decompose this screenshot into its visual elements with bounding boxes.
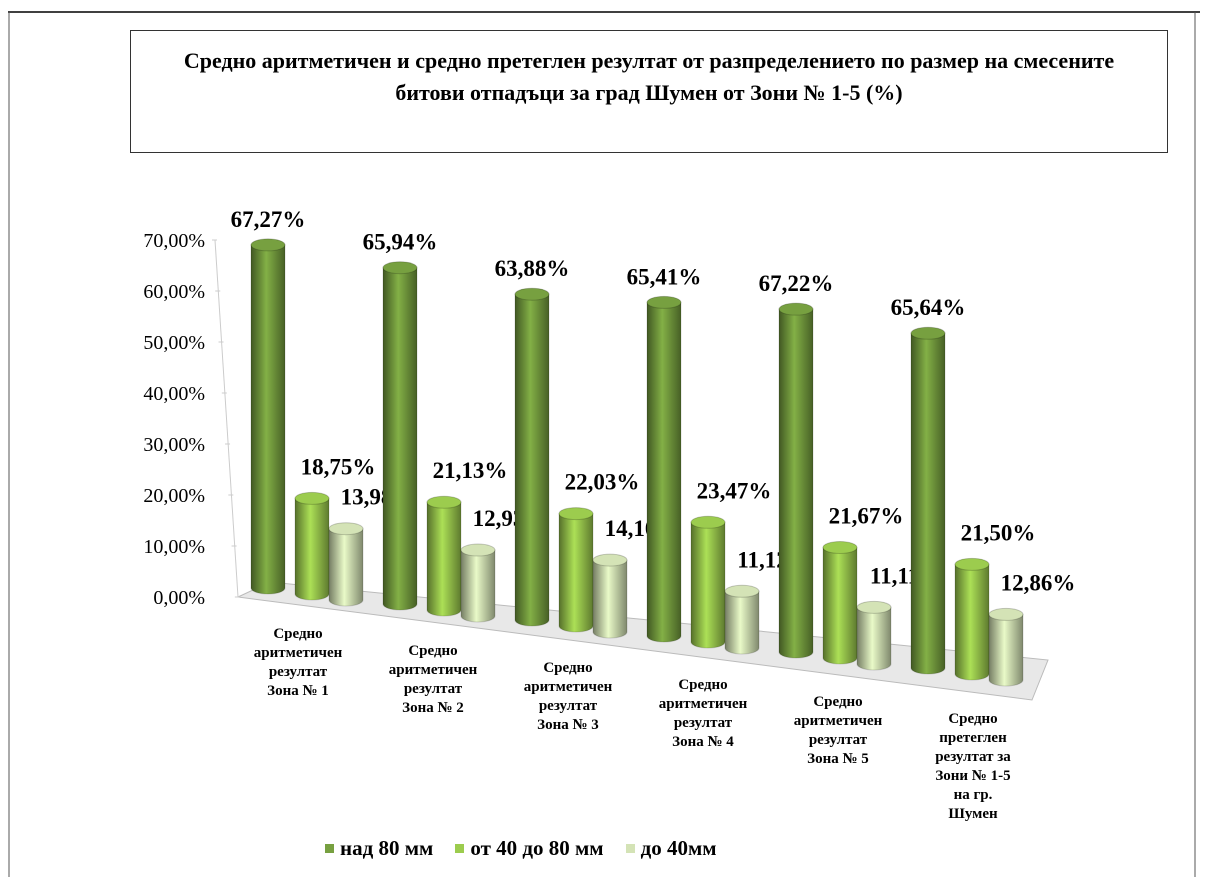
x-tick-label: Средно претеглен резултат за Зони № 1-5 … — [935, 711, 1011, 822]
legend-item: от 40 до 80 мм — [455, 836, 604, 861]
cylinder-top — [954, 557, 990, 571]
value-label: 21,50% — [961, 520, 1036, 545]
cylinder — [382, 267, 418, 611]
value-label: 21,13% — [433, 458, 508, 483]
cylinder — [988, 613, 1024, 687]
y-tick-label: 60,00% — [143, 281, 205, 303]
cylinder — [558, 513, 594, 633]
legend-swatch — [625, 844, 635, 853]
cylinder — [856, 606, 892, 671]
cylinder — [690, 521, 726, 649]
value-label: 22,03% — [565, 470, 640, 495]
cylinder — [514, 293, 550, 627]
legend-swatch — [455, 844, 465, 853]
cylinder-top — [724, 584, 760, 598]
value-label: 12,86% — [1001, 570, 1076, 595]
x-tick-label: Средно аритметичен резултат Зона № 3 — [523, 660, 613, 733]
cylinder-top — [426, 495, 462, 509]
cylinder-top — [690, 515, 726, 529]
cylinder — [460, 549, 496, 623]
legend: над 80 мм от 40 до 80 мм до 40мм — [325, 836, 717, 861]
cylinder-top — [328, 522, 364, 536]
cylinder-top — [856, 600, 892, 614]
value-label: 65,94% — [363, 230, 438, 255]
cylinder — [822, 546, 858, 665]
y-tick-label: 70,00% — [143, 230, 205, 252]
x-tick-label: Средно аритметичен резултат Зона № 4 — [658, 677, 748, 750]
value-label: 67,27% — [231, 207, 306, 232]
cylinder — [954, 563, 990, 681]
value-label: 65,41% — [627, 264, 702, 289]
x-tick-label: Средно аритметичен резултат Зона № 2 — [388, 643, 478, 716]
cylinder-top — [250, 238, 286, 252]
value-label: 18,75% — [301, 454, 376, 479]
back-wall — [214, 239, 239, 598]
chart-title: Средно аритметичен и средно претеглен ре… — [130, 30, 1168, 153]
x-tick-label: Средно аритметичен резултат Зона № 5 — [793, 694, 883, 767]
cylinder-top — [778, 302, 814, 316]
cylinder-top — [910, 326, 946, 340]
cylinder — [778, 308, 814, 659]
value-label: 21,67% — [829, 503, 904, 528]
cylinder-top — [988, 607, 1024, 621]
cylinder — [592, 559, 628, 639]
cylinder-top — [646, 295, 682, 309]
y-tick-label: 20,00% — [143, 485, 205, 507]
cylinder-top — [822, 540, 858, 554]
cylinder — [294, 497, 330, 601]
legend-label: до 40мм — [640, 836, 717, 860]
value-label: 67,22% — [759, 271, 834, 296]
y-tick-label: 50,00% — [143, 332, 205, 354]
y-tick-label: 10,00% — [143, 536, 205, 558]
cylinder-top — [294, 491, 330, 505]
cylinder — [724, 590, 760, 655]
legend-item: над 80 мм — [325, 836, 433, 861]
legend-label: от 40 до 80 мм — [470, 836, 604, 860]
cylinder — [426, 501, 462, 617]
x-tick-label: Средно аритметичен резултат Зона № 1 — [253, 626, 343, 699]
y-tick-label: 0,00% — [153, 587, 205, 609]
value-label: 65,64% — [891, 295, 966, 320]
cylinder — [250, 244, 286, 595]
cylinder — [646, 301, 682, 643]
y-tick-label: 30,00% — [143, 434, 205, 456]
value-label: 23,47% — [697, 478, 772, 503]
cylinder — [328, 528, 364, 607]
cylinder-top — [558, 507, 594, 521]
cylinder — [910, 332, 946, 675]
value-label: 63,88% — [495, 256, 570, 281]
cylinder-top — [514, 287, 550, 301]
cylinder-top — [460, 543, 496, 557]
y-tick-label: 40,00% — [143, 383, 205, 405]
legend-item: до 40мм — [625, 836, 717, 861]
cylinder-top — [382, 261, 418, 275]
cylinder-top — [592, 553, 628, 567]
legend-swatch — [325, 844, 334, 853]
legend-label: над 80 мм — [340, 836, 434, 860]
